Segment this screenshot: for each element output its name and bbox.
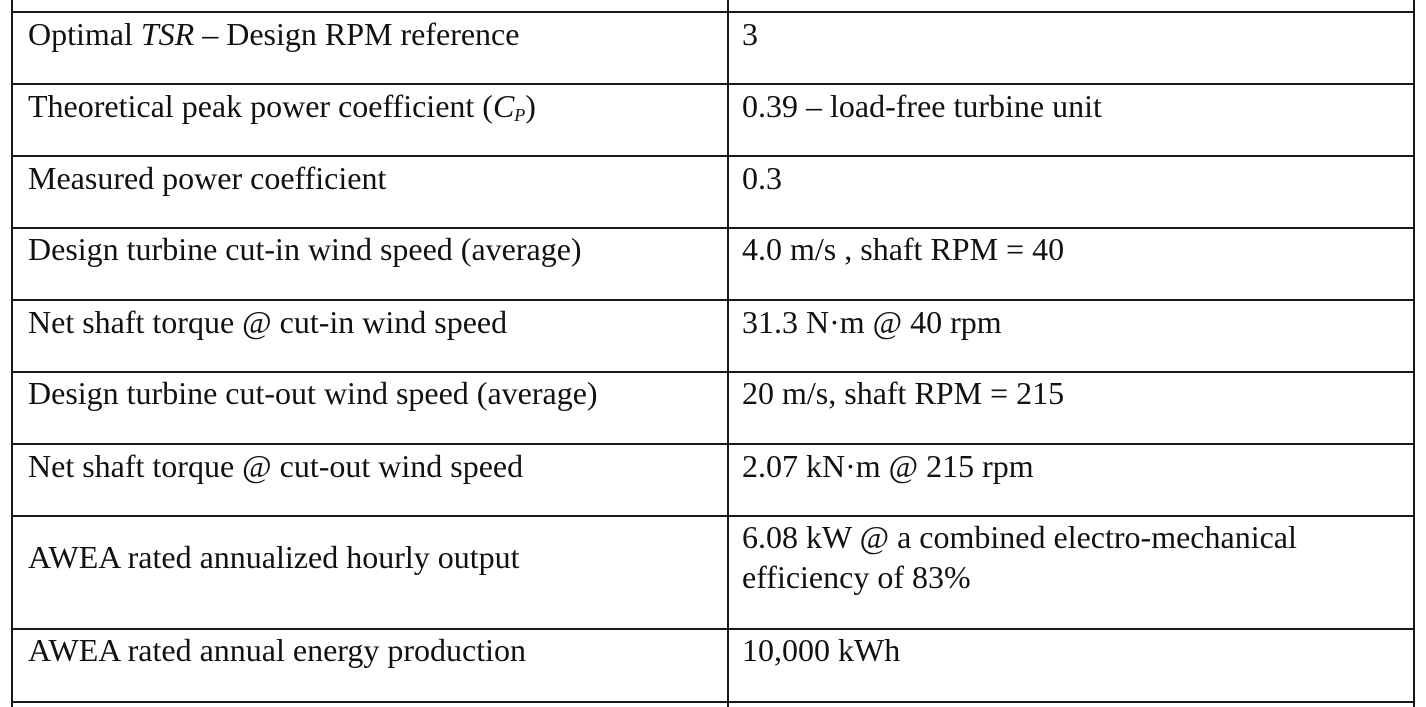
row-border bbox=[13, 155, 1413, 157]
math-subscript: P bbox=[514, 105, 526, 125]
row-border bbox=[13, 371, 1413, 373]
row-border bbox=[13, 701, 1413, 703]
label-text: Optimal bbox=[28, 16, 141, 52]
row-border bbox=[13, 227, 1413, 229]
table-row-label: Optimal TSR – Design RPM reference bbox=[28, 14, 519, 54]
label-text: ) bbox=[525, 88, 536, 124]
table-row-value: 2.07 kN·m @ 215 rpm bbox=[742, 448, 1034, 484]
table-row-value: 31.3 N·m @ 40 rpm bbox=[742, 304, 1002, 340]
label-text: Theoretical peak power coefficient ( bbox=[28, 88, 493, 124]
table-row-label: Design turbine cut-in wind speed (averag… bbox=[28, 231, 582, 267]
specification-table: Optimal TSR – Design RPM reference 3 The… bbox=[11, 0, 1415, 707]
table-row-label: AWEA rated annual energy production bbox=[28, 632, 527, 668]
table-row-value: 10,000 kWh bbox=[742, 632, 901, 668]
math-symbol: C bbox=[492, 88, 515, 124]
row-border bbox=[13, 443, 1413, 445]
table-row-label: Design turbine cut-out wind speed (avera… bbox=[28, 375, 598, 411]
table-row-label: Net shaft torque @ cut-out wind speed bbox=[28, 448, 524, 484]
table-row-value: 6.08 kW @ a combined electro-mechanical … bbox=[742, 519, 1297, 595]
row-border bbox=[13, 11, 1413, 13]
row-border bbox=[13, 299, 1413, 301]
table-row-value: 20 m/s, shaft RPM = 215 bbox=[742, 375, 1065, 411]
table-row-value: 4.0 m/s , shaft RPM = 40 bbox=[742, 231, 1065, 267]
row-border bbox=[13, 83, 1413, 85]
table-row-value: 0.39 – load-free turbine unit bbox=[742, 88, 1102, 124]
row-border bbox=[13, 628, 1413, 630]
math-symbol: TSR bbox=[140, 16, 195, 52]
table-row-value: 3 bbox=[742, 16, 758, 52]
label-text: – Design RPM reference bbox=[194, 16, 520, 52]
row-border bbox=[13, 515, 1413, 517]
table-row-label: AWEA rated annualized hourly output bbox=[28, 539, 520, 575]
table-row-label: Theoretical peak power coefficient (CP) bbox=[28, 86, 536, 135]
table-row-label: Measured power coefficient bbox=[28, 160, 387, 196]
table-row-value: 0.3 bbox=[742, 160, 782, 196]
table-row-label: Net shaft torque @ cut-in wind speed bbox=[28, 304, 508, 340]
column-divider bbox=[727, 0, 729, 707]
